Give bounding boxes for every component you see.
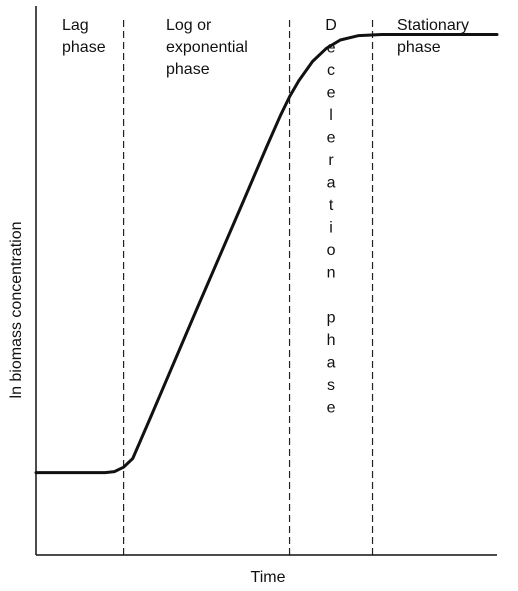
deceleration-phase-letter-18: e	[327, 400, 336, 417]
deceleration-phase-letter-10: i	[329, 220, 333, 237]
deceleration-phase-letter-8: a	[327, 175, 336, 192]
deceleration-phase-letter-6: e	[327, 130, 336, 147]
lag-phase-label-line-1: Lag	[62, 17, 89, 34]
deceleration-phase-letter-17: s	[327, 377, 335, 394]
x-axis-label: Time	[251, 569, 286, 586]
deceleration-phase-letter-14: p	[327, 310, 336, 327]
deceleration-phase-letter-3: c	[327, 62, 335, 79]
lag-phase-label-line-2: phase	[62, 39, 106, 56]
growth-curve-line	[34, 33, 499, 475]
deceleration-phase-letter-16: a	[327, 355, 336, 372]
log-phase-label-line-2: exponential	[166, 39, 248, 56]
stationary-phase-label-line-1: Stationary	[397, 17, 469, 34]
deceleration-phase-letter-2: e	[327, 40, 336, 57]
log-phase-label-line-3: phase	[166, 61, 210, 78]
y-axis-label: ln biomass concentration	[8, 222, 25, 399]
log-phase-label-line-1: Log or	[166, 17, 212, 34]
axes	[35, 6, 497, 556]
deceleration-phase-letter-11: o	[327, 242, 336, 259]
deceleration-phase-letter-12: n	[327, 265, 336, 282]
deceleration-phase-letter-1: D	[325, 17, 337, 34]
deceleration-phase-letter-7: r	[328, 152, 334, 169]
deceleration-phase-letter-5: l	[329, 107, 333, 124]
deceleration-phase-letter-4: e	[327, 85, 336, 102]
deceleration-phase-letter-15: h	[327, 332, 336, 349]
stationary-phase-label-line-2: phase	[397, 39, 441, 56]
deceleration-phase-letter-9: t	[329, 197, 334, 214]
